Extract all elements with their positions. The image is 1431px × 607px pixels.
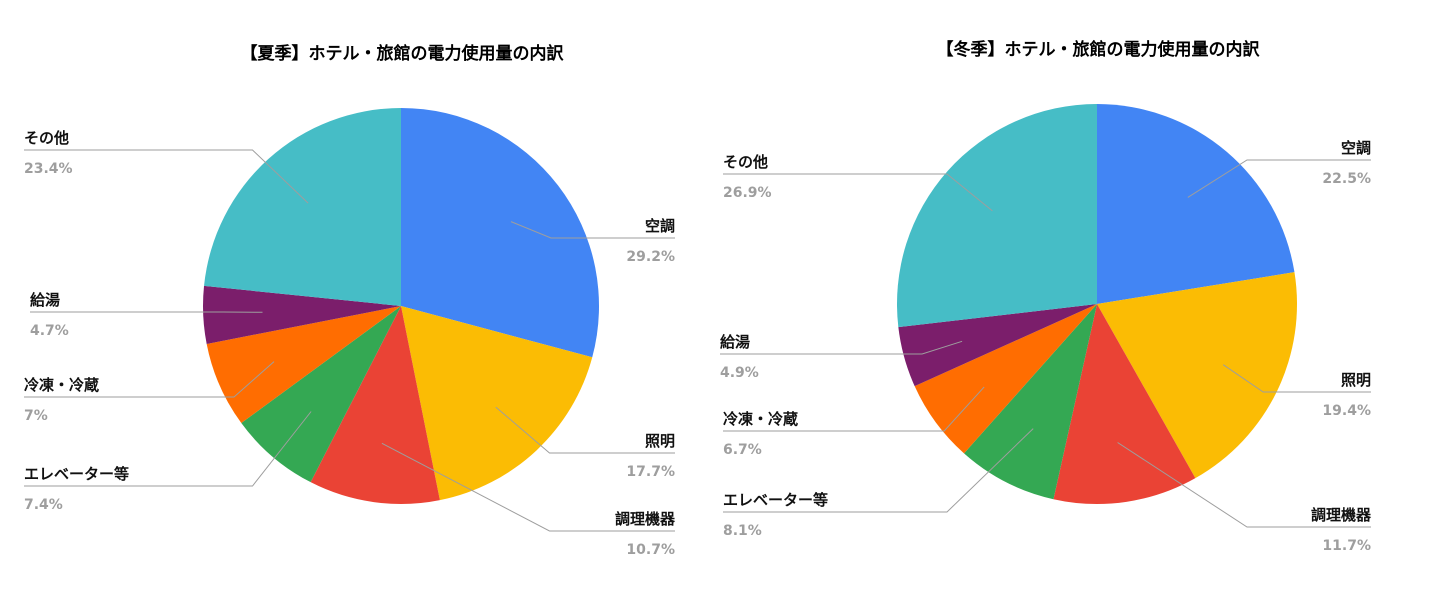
slice-category-label: 照明	[1341, 371, 1371, 389]
slice-category-label: 冷凍・冷蔵	[723, 410, 798, 428]
leader-line	[1187, 159, 1371, 198]
slice-category-label: 調理機器	[1311, 506, 1372, 524]
slice-percent-label: 23.4%	[24, 161, 73, 177]
summer-pie-chart: 【夏季】ホテル・旅館の電力使用量の内訳 空調 29.2% 照明 17.7% 調理機器 10…	[24, 43, 676, 558]
leader-line	[24, 361, 275, 398]
pie-slice	[1097, 103, 1295, 304]
slice-category-label: 空調	[1341, 139, 1371, 157]
winter-chart-title: 【冬季】ホテル・旅館の電力使用量の内訳	[937, 39, 1261, 60]
slice-category-label: エレベーター等	[24, 465, 129, 483]
leader-line	[723, 173, 993, 212]
slice-percent-label: 4.7%	[30, 323, 69, 339]
leader-line	[24, 411, 312, 487]
slice-category-label: 空調	[645, 217, 675, 235]
slice-percent-label: 29.2%	[626, 249, 675, 265]
leader-line	[723, 428, 1034, 513]
pie-slices	[896, 103, 1298, 504]
pie-slices	[203, 108, 600, 504]
pie-slice	[206, 306, 401, 424]
slice-percent-label: 6.7%	[723, 442, 762, 458]
summer-chart-title: 【夏季】ホテル・旅館の電力使用量の内訳	[241, 43, 565, 64]
slice-labels: 空調 29.2% 照明 17.7% 調理機器 10.7% エレベーター等 7.4% 冷凍・冷蔵 7…	[24, 129, 676, 558]
slice-labels: 空調 22.5% 照明 19.4% 調理機器 11.7% エレベーター等 8.1% 冷凍・冷蔵 6…	[720, 139, 1372, 554]
slice-category-label: 調理機器	[615, 510, 676, 528]
leader-line	[24, 149, 309, 204]
slice-percent-label: 4.9%	[720, 365, 759, 381]
pie-slice	[914, 304, 1097, 454]
winter-pie-chart: 【冬季】ホテル・旅館の電力使用量の内訳 空調 22.5% 照明 19.4% 調理機器 11…	[720, 39, 1372, 554]
leader-line	[495, 406, 675, 454]
leader-line	[1222, 364, 1371, 393]
slice-percent-label: 7%	[24, 408, 48, 424]
slice-category-label: 冷凍・冷蔵	[24, 376, 99, 394]
slice-percent-label: 22.5%	[1322, 171, 1371, 187]
slice-percent-label: 10.7%	[626, 542, 675, 558]
leader-line	[720, 340, 963, 355]
slice-percent-label: 19.4%	[1322, 403, 1371, 419]
pie-slice	[964, 304, 1097, 500]
leader-line	[1117, 442, 1371, 528]
pie-slice	[898, 304, 1097, 387]
pie-slice	[310, 306, 440, 504]
leader-lines	[720, 159, 1371, 528]
slice-category-label: エレベーター等	[723, 491, 828, 509]
slice-percent-label: 8.1%	[723, 523, 762, 539]
pie-slice	[241, 306, 401, 483]
leader-lines	[24, 149, 675, 532]
slice-percent-label: 26.9%	[723, 185, 772, 201]
slice-percent-label: 7.4%	[24, 497, 63, 513]
slice-category-label: 照明	[645, 432, 675, 450]
slice-category-label: 給湯	[720, 333, 750, 351]
slice-percent-label: 11.7%	[1322, 538, 1371, 554]
pie-slice	[896, 104, 1097, 328]
leader-line	[723, 386, 985, 432]
pie-slice	[401, 306, 593, 501]
pie-slice	[401, 108, 600, 358]
pie-slice	[1053, 304, 1196, 504]
slice-category-label: その他	[24, 129, 69, 147]
pie-slice	[204, 108, 401, 306]
slice-percent-label: 17.7%	[626, 464, 675, 480]
pie-slice	[1097, 272, 1298, 479]
leader-line	[510, 221, 675, 239]
slice-category-label: その他	[723, 153, 768, 171]
pie-slice	[203, 285, 401, 344]
leader-line	[381, 442, 675, 532]
slice-category-label: 給湯	[30, 291, 60, 309]
